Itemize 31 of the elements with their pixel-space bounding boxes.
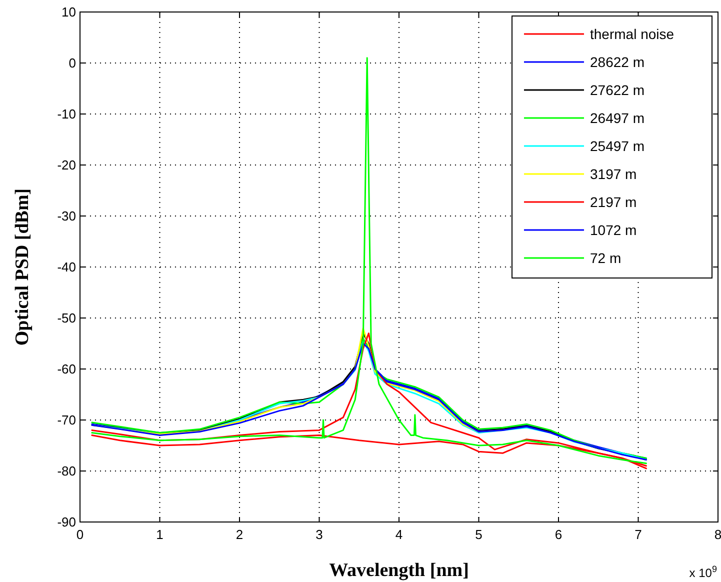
y-tick-label: -50 [57, 310, 76, 326]
legend-label: 28622 m [590, 54, 644, 70]
y-tick-label: -40 [57, 260, 76, 274]
x-tick-label: 5 [475, 527, 482, 542]
y-tick-label: -20 [57, 158, 76, 172]
legend-label: 27622 m [590, 82, 644, 98]
text: x 10$^{9}$ [689, 564, 717, 580]
y-tick-label: 10 [62, 4, 76, 20]
y-axis-title: Optical PSD [dBm] [12, 188, 33, 346]
legend-label: 26497 m [590, 110, 644, 126]
y-tick-label: -80 [57, 464, 76, 478]
x-tick-label: 6 [554, 527, 562, 542]
x-axis-title: Wavelength [nm] [329, 560, 469, 581]
x-tick-label: 7 [634, 527, 642, 542]
y-tick-label: -10 [57, 106, 76, 122]
x-tick-label: 1 [156, 527, 164, 542]
x-tick-label: 4 [395, 527, 403, 542]
legend-label: 3197 m [590, 166, 637, 182]
y-tick-label: -30 [57, 208, 76, 224]
legend-label: 1072 m [590, 222, 637, 238]
legend-label: 25497 m [590, 138, 644, 154]
y-tick-label: -90 [57, 514, 76, 530]
legend-label: 2197 m [590, 194, 637, 210]
y-tick-label: -60 [57, 362, 76, 376]
legend-label: thermal noise [590, 26, 674, 42]
x-tick-label: 3 [316, 527, 323, 542]
y-tick-label: -70 [57, 412, 76, 428]
x-tick-label: 2 [236, 527, 244, 542]
legend-label: 72 m [590, 250, 622, 266]
y-tick-label: 0 [68, 56, 76, 70]
x-tick-label: 8 [714, 527, 721, 542]
